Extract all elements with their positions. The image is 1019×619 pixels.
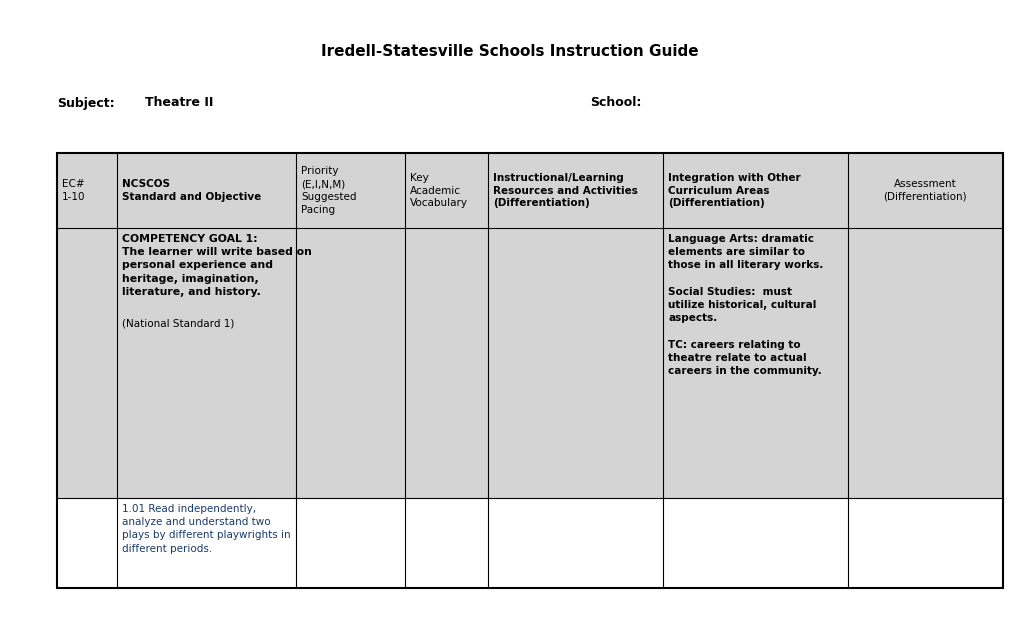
Text: Subject:: Subject:: [57, 97, 114, 110]
Text: 1.01 Read independently,
analyze and understand two
plays by different playwrigh: 1.01 Read independently, analyze and und…: [121, 504, 290, 553]
Bar: [57, 498, 1002, 588]
Text: Iredell-Statesville Schools Instruction Guide: Iredell-Statesville Schools Instruction …: [321, 45, 698, 59]
Text: EC#
1-10: EC# 1-10: [62, 179, 86, 202]
Text: Key
Academic
Vocabulary: Key Academic Vocabulary: [410, 173, 468, 209]
Text: Priority
(E,I,N,M)
Suggested
Pacing: Priority (E,I,N,M) Suggested Pacing: [301, 167, 357, 215]
Text: Theatre II: Theatre II: [145, 97, 213, 110]
Text: COMPETENCY GOAL 1:
The learner will write based on
personal experience and
herit: COMPETENCY GOAL 1: The learner will writ…: [121, 234, 311, 297]
Text: (National Standard 1): (National Standard 1): [121, 319, 233, 329]
Text: Assessment
(Differentiation): Assessment (Differentiation): [882, 179, 966, 202]
Bar: [57, 228, 1002, 498]
Bar: [57, 153, 1002, 228]
Text: Integration with Other
Curriculum Areas
(Differentiation): Integration with Other Curriculum Areas …: [667, 173, 800, 209]
Text: School:: School:: [589, 97, 641, 110]
Text: NCSCOS
Standard and Objective: NCSCOS Standard and Objective: [121, 179, 261, 202]
Text: Language Arts: dramatic
elements are similar to
those in all literary works.

So: Language Arts: dramatic elements are sim…: [667, 234, 823, 376]
Text: Instructional/Learning
Resources and Activities
(Differentiation): Instructional/Learning Resources and Act…: [493, 173, 638, 209]
Bar: [57, 153, 1002, 588]
